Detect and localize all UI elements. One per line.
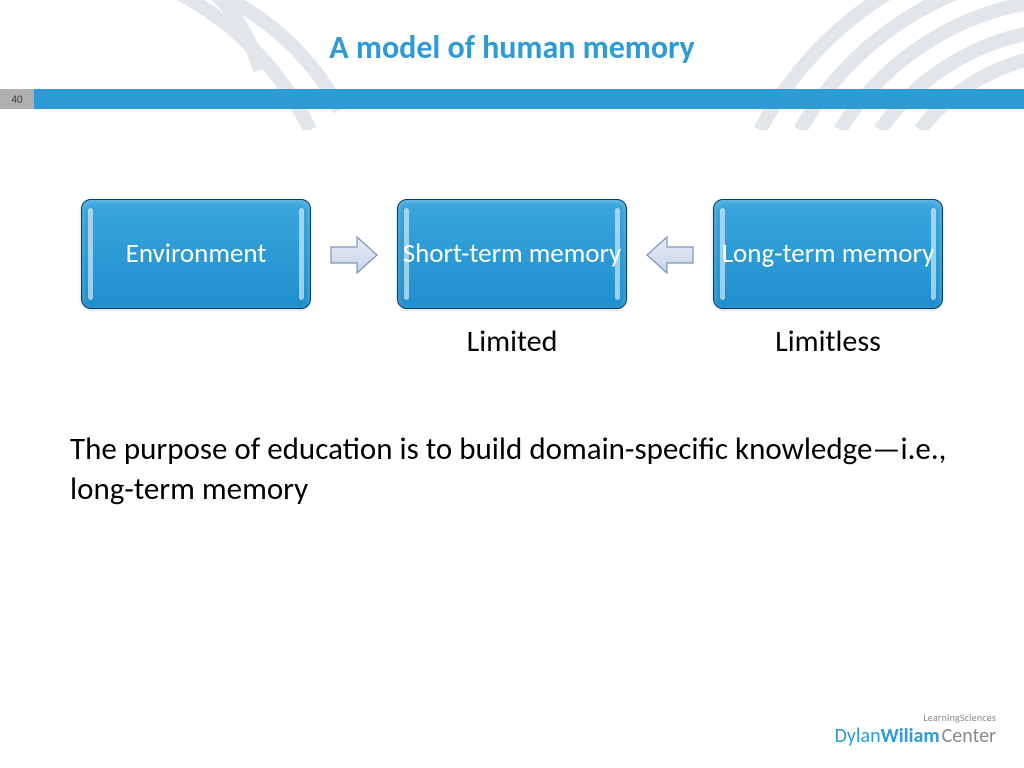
diagram-node: Long-term memory Limitless [713, 199, 943, 359]
footer-logo: LearningSciences DylanWiliamCenter [835, 711, 996, 748]
node-label: Long-term memory [722, 238, 935, 269]
blurb-text: The purpose of education is to build dom… [0, 429, 1024, 510]
footer-brand-c: Center [942, 724, 996, 748]
page-title: A model of human memory [0, 28, 1024, 67]
arrow-left-icon [645, 234, 695, 276]
node-label: Short-term memory [403, 238, 622, 269]
diagram-node: Environment [81, 199, 311, 359]
accent-bar-row: 40 [0, 89, 1024, 109]
node-caption: Limited [467, 323, 558, 359]
diagram-node: Short-term memory Limited [397, 199, 627, 359]
memory-diagram: Environment Short-term memory Limited Lo… [0, 199, 1024, 359]
footer-line1: LearningSciences [835, 711, 996, 724]
page-number: 40 [0, 89, 34, 109]
accent-bar [34, 89, 1024, 109]
node-caption: Limitless [775, 323, 881, 359]
node-label: Environment [126, 238, 267, 269]
footer-brand-a: Dylan [835, 724, 881, 748]
arrow-right-icon [329, 234, 379, 276]
footer-brand-b: Wiliam [881, 724, 940, 748]
